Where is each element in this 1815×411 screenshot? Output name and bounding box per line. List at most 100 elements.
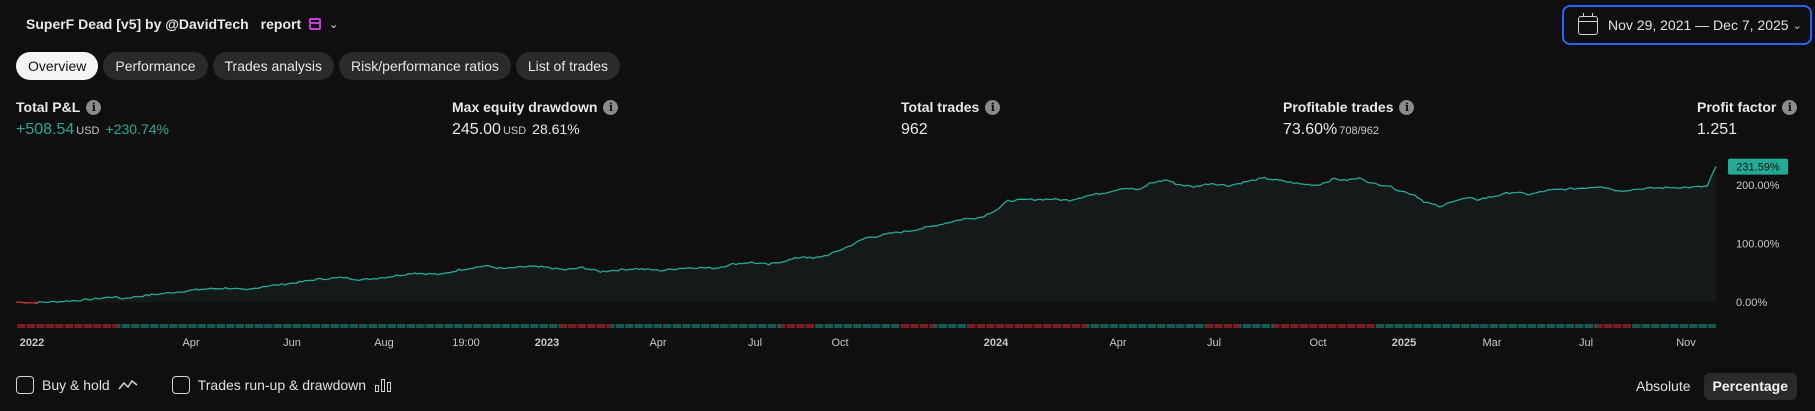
trade-separator — [1469, 324, 1471, 328]
trade-result-strip — [16, 324, 118, 328]
tab-trades-analysis[interactable]: Trades analysis — [212, 52, 335, 80]
tab-risk-performance-ratios[interactable]: Risk/performance ratios — [339, 52, 511, 80]
trade-separator — [396, 324, 398, 328]
trade-separator — [434, 324, 436, 328]
trade-separator — [548, 324, 550, 328]
chart-options: Buy & hold Trades run-up & drawdown — [16, 376, 392, 394]
x-tick-label: 2025 — [1392, 337, 1416, 349]
trade-separator — [1621, 324, 1623, 328]
trade-separator — [1545, 324, 1547, 328]
trade-separator — [196, 324, 198, 328]
trade-separator — [1327, 324, 1329, 328]
x-tick-label: Jul — [1207, 337, 1221, 349]
trade-separator — [386, 324, 388, 328]
trade-separator — [719, 324, 721, 328]
trade-separator — [947, 324, 949, 328]
info-icon[interactable]: i — [985, 99, 1001, 115]
tab-performance[interactable]: Performance — [103, 52, 208, 80]
trade-separator — [54, 324, 56, 328]
trade-separator — [1317, 324, 1319, 328]
trade-separator — [985, 324, 987, 328]
trade-separator — [491, 324, 493, 328]
trade-separator — [994, 324, 996, 328]
trade-separator — [966, 324, 968, 328]
trade-separator — [215, 324, 217, 328]
trade-separator — [415, 324, 417, 328]
y-tick-label: 100.00% — [1736, 239, 1780, 251]
trade-separator — [472, 324, 474, 328]
trade-separator — [1536, 324, 1538, 328]
trade-separator — [1013, 324, 1015, 328]
runup-drawdown-toggle[interactable]: Trades run-up & drawdown — [171, 376, 392, 394]
trade-separator — [234, 324, 236, 328]
trade-separator — [1232, 324, 1234, 328]
tab-list-of-trades[interactable]: List of trades — [515, 52, 621, 80]
trade-separator — [595, 324, 597, 328]
trade-separator — [728, 324, 730, 328]
trade-separator — [1061, 324, 1063, 328]
runup-drawdown-checkbox[interactable] — [171, 376, 190, 394]
metric-value: 1.251 — [1697, 121, 1738, 138]
trade-result-strip — [934, 324, 968, 328]
trade-separator — [1089, 324, 1091, 328]
trade-separator — [168, 324, 170, 328]
trade-separator — [1460, 324, 1462, 328]
trade-separator — [1574, 324, 1576, 328]
metric-unit: USD — [76, 125, 100, 137]
date-range-picker[interactable]: Nov 29, 2021 — Dec 7, 2025 ⌄ — [1562, 5, 1812, 45]
trade-separator — [1384, 324, 1386, 328]
trade-separator — [1659, 324, 1661, 328]
buy-hold-toggle[interactable]: Buy & hold — [16, 376, 138, 394]
last-value-badge — [1728, 158, 1788, 175]
trade-separator — [443, 324, 445, 328]
metric-value: 245.00 — [452, 121, 501, 138]
absolute-button[interactable]: Absolute — [1636, 378, 1691, 394]
date-range-label: Nov 29, 2021 — Dec 7, 2025 — [1608, 17, 1789, 33]
buy-hold-checkbox[interactable] — [16, 376, 34, 394]
trade-separator — [956, 324, 958, 328]
report-header[interactable]: SuperF Dead [v5] by @DavidTech report ⌄ — [20, 14, 338, 34]
buy-hold-label: Buy & hold — [42, 377, 110, 393]
trade-separator — [928, 324, 930, 328]
trade-separator — [1146, 324, 1148, 328]
percentage-button[interactable]: Percentage — [1703, 373, 1797, 400]
metric-label: Total trades — [901, 99, 980, 115]
trade-separator — [1127, 324, 1129, 328]
trade-separator — [111, 324, 113, 328]
tab-overview[interactable]: Overview — [16, 52, 99, 80]
info-icon[interactable]: i — [86, 99, 102, 115]
trade-separator — [1175, 324, 1177, 328]
trade-separator — [823, 324, 825, 328]
trade-separator — [139, 324, 141, 328]
equity-line — [15, 166, 1717, 304]
trade-result-strip — [900, 324, 934, 328]
info-icon[interactable]: i — [1782, 99, 1798, 115]
trade-separator — [1593, 324, 1595, 328]
trade-separator — [1213, 324, 1215, 328]
chevron-down-icon[interactable]: ⌄ — [329, 18, 339, 31]
trade-separator — [367, 324, 369, 328]
trade-separator — [795, 324, 797, 328]
trade-separator — [937, 324, 939, 328]
trade-separator — [652, 324, 654, 328]
info-icon[interactable]: i — [1399, 99, 1415, 115]
info-icon[interactable]: i — [603, 99, 619, 115]
trade-separator — [500, 324, 502, 328]
trade-separator — [1308, 324, 1310, 328]
trade-separator — [225, 324, 227, 328]
trade-separator — [1441, 324, 1443, 328]
trade-separator — [1042, 324, 1044, 328]
metric-percent: +230.74% — [105, 121, 169, 137]
metric-ratio: 708/962 — [1339, 125, 1380, 137]
trade-separator — [1412, 324, 1414, 328]
equity-chart[interactable]: 0.00% 100.00% 200.00% 231.59% 2022 Apr Jun Aug 1… — [0, 150, 1815, 360]
trade-separator — [1498, 324, 1500, 328]
trade-separator — [424, 324, 426, 328]
trade-separator — [1507, 324, 1509, 328]
bar-chart-icon — [375, 379, 392, 392]
trade-separator — [605, 324, 607, 328]
metric-profitable-trades: Profitable trades i 73.60% 708/962 — [1283, 99, 1415, 139]
trade-separator — [1431, 324, 1433, 328]
trade-separator — [25, 324, 27, 328]
trade-separator — [918, 324, 920, 328]
